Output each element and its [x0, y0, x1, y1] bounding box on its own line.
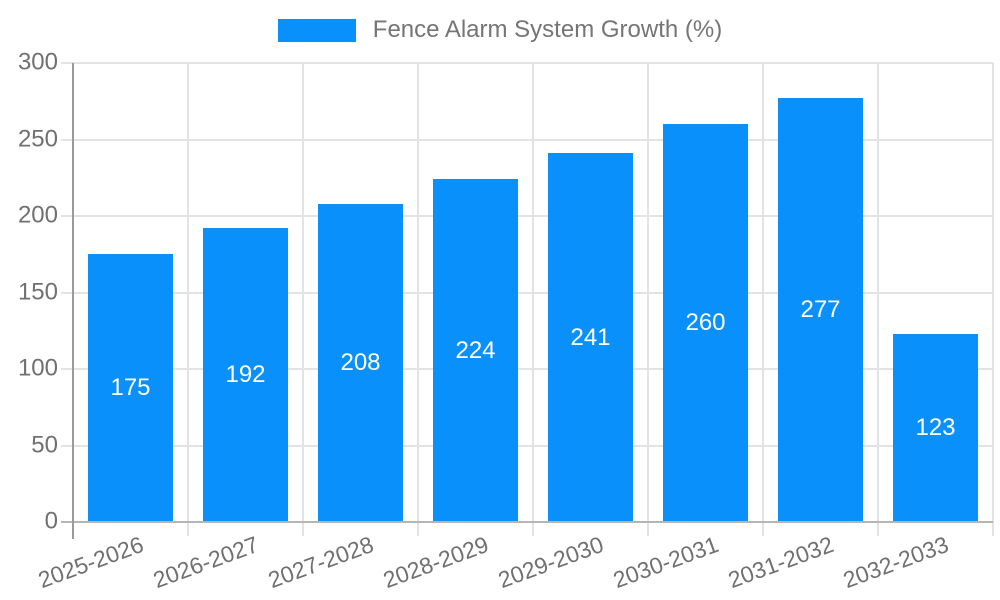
bar-value-label: 241 — [570, 323, 611, 351]
x-axis-tick-label: 2030-2031 — [609, 531, 722, 594]
gridline-vertical — [187, 63, 189, 536]
gridline-vertical — [877, 63, 879, 536]
plot-area: 0 50 100 150 200 250 300 175 192 208 224 241 260 277… — [18, 48, 994, 593]
bar-value-label: 208 — [340, 348, 381, 376]
x-axis-tick-label: 2026-2027 — [149, 531, 262, 594]
bar-value-label: 277 — [800, 296, 841, 324]
y-axis-tick-label: 0 — [44, 507, 58, 535]
y-axis-tick-label: 150 — [17, 277, 58, 305]
x-axis-tick-label: 2031-2032 — [724, 531, 837, 594]
bar-value-label: 123 — [915, 413, 956, 441]
y-axis-tick-label: 250 — [17, 124, 58, 152]
bar[interactable]: 123 — [893, 333, 978, 522]
gridline-horizontal — [61, 444, 993, 447]
bar-value-label: 175 — [110, 374, 151, 402]
y-axis-tick-label: 300 — [17, 48, 58, 76]
gridline-horizontal — [61, 291, 993, 294]
gridline-vertical — [992, 63, 994, 536]
chart-legend[interactable]: Fence Alarm System Growth (%) — [0, 16, 1000, 44]
gridline-vertical — [647, 63, 649, 536]
gridline-vertical — [532, 63, 534, 536]
bar[interactable]: 192 — [203, 228, 288, 522]
bar[interactable]: 241 — [548, 153, 633, 522]
gridline-horizontal — [61, 62, 993, 64]
bar[interactable]: 175 — [88, 254, 173, 522]
legend-swatch-icon — [277, 18, 356, 42]
bar[interactable]: 277 — [778, 98, 863, 522]
y-axis-tick-label: 200 — [17, 201, 58, 229]
gridline-horizontal — [61, 368, 993, 370]
x-axis-tick-label: 2028-2029 — [379, 531, 492, 594]
bar-value-label: 192 — [225, 361, 266, 389]
gridline-horizontal — [61, 138, 993, 141]
x-axis-tick-label: 2025-2026 — [34, 531, 147, 594]
legend-label: Fence Alarm System Growth (%) — [372, 16, 723, 43]
x-axis-tick-label: 2027-2028 — [264, 531, 377, 594]
gridline-vertical — [302, 63, 304, 536]
x-axis-line — [61, 521, 993, 523]
gridline-vertical — [762, 63, 764, 536]
bar[interactable]: 260 — [663, 124, 748, 522]
y-axis-tick-label: 50 — [31, 430, 58, 458]
gridline-horizontal — [61, 215, 993, 217]
x-axis-tick-label: 2032-2033 — [839, 531, 952, 594]
bar[interactable]: 208 — [318, 203, 403, 522]
y-axis-line — [72, 63, 74, 539]
gridline-vertical — [417, 63, 419, 536]
bar[interactable]: 224 — [433, 179, 518, 522]
bar-value-label: 224 — [455, 336, 496, 364]
y-axis-tick-label: 100 — [17, 354, 58, 382]
bar-value-label: 260 — [685, 309, 726, 337]
x-axis-tick-label: 2029-2030 — [494, 531, 607, 594]
